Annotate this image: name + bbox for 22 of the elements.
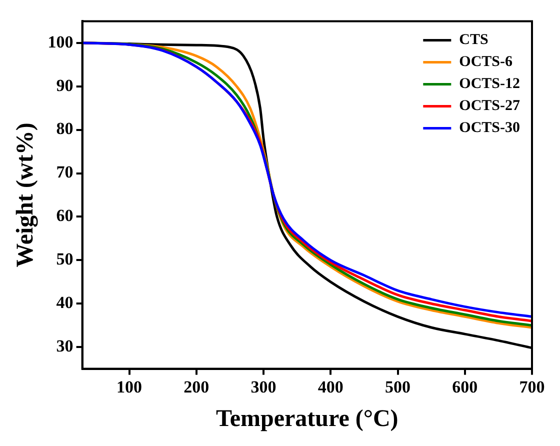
x-tick-label: 400 bbox=[318, 377, 344, 396]
x-tick-label: 500 bbox=[385, 377, 411, 396]
y-tick-label: 60 bbox=[56, 206, 74, 226]
x-tick-label: 100 bbox=[116, 377, 142, 396]
x-tick-label: 200 bbox=[184, 377, 210, 396]
y-tick-label: 50 bbox=[56, 250, 74, 269]
legend-label: OCTS-6 bbox=[459, 54, 513, 70]
y-tick-label: 100 bbox=[48, 32, 74, 52]
y-tick-label: 90 bbox=[56, 76, 74, 95]
legend-label: OCTS-30 bbox=[459, 120, 520, 136]
legend-label: CTS bbox=[459, 32, 488, 48]
y-tick-label: 80 bbox=[56, 119, 74, 138]
y-axis-title: Weight (wt%) bbox=[12, 122, 39, 268]
x-tick-label: 300 bbox=[250, 377, 276, 396]
x-tick-label: 600 bbox=[452, 377, 478, 396]
y-tick-label: 30 bbox=[56, 336, 74, 356]
legend-label: OCTS-27 bbox=[459, 98, 520, 114]
y-tick-label: 40 bbox=[56, 293, 74, 312]
x-tick-label: 700 bbox=[519, 377, 545, 396]
legend-label: OCTS-12 bbox=[459, 76, 520, 92]
x-axis-title: Temperature (°C) bbox=[216, 406, 398, 432]
y-tick-label: 70 bbox=[56, 162, 74, 182]
